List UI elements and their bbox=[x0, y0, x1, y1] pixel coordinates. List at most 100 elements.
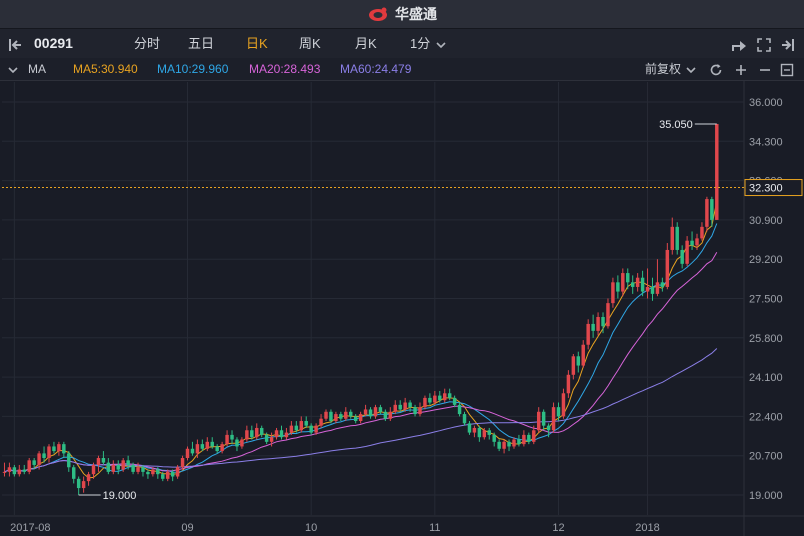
candle-body bbox=[111, 464, 116, 472]
candle-body bbox=[635, 277, 640, 287]
toolbar: 00291 分时 五日 日K 周K 月K 1分 bbox=[0, 29, 804, 59]
candle-body bbox=[121, 460, 125, 470]
tab-one-minute[interactable]: 1分 bbox=[410, 36, 431, 51]
candle-body bbox=[294, 425, 299, 431]
candle-body bbox=[131, 464, 135, 472]
candle-body bbox=[561, 393, 566, 417]
candle-body bbox=[349, 411, 353, 417]
candle-body bbox=[388, 411, 393, 419]
collapse-left-icon[interactable] bbox=[8, 29, 24, 58]
indicator-name[interactable]: MA bbox=[28, 62, 46, 76]
candle-body bbox=[32, 460, 36, 465]
chevron-down-icon[interactable] bbox=[686, 58, 696, 80]
zoom-out-icon[interactable] bbox=[758, 58, 772, 80]
x-tick-label: 10 bbox=[305, 522, 317, 534]
candle-body bbox=[640, 277, 645, 292]
app-title: 华盛通 bbox=[395, 6, 437, 22]
tab-weekly-k[interactable]: 周K bbox=[299, 36, 321, 51]
candle-body bbox=[86, 474, 91, 482]
candle-body bbox=[705, 199, 709, 227]
candle-body bbox=[210, 441, 214, 447]
candle-body bbox=[250, 430, 254, 438]
candle-body bbox=[180, 458, 185, 468]
candle-body bbox=[42, 453, 46, 459]
candle-body bbox=[47, 446, 51, 459]
share-icon[interactable] bbox=[730, 29, 748, 58]
candle-body bbox=[324, 411, 328, 419]
y-tick-label: 20.700 bbox=[749, 451, 783, 463]
candle-body bbox=[57, 444, 61, 452]
tab-five-day[interactable]: 五日 bbox=[188, 36, 215, 51]
candle-body bbox=[423, 397, 427, 408]
candle-body bbox=[670, 226, 675, 250]
candle-body bbox=[497, 441, 501, 449]
candle-body bbox=[175, 467, 180, 477]
candle-body bbox=[715, 123, 719, 220]
chevron-down-icon[interactable] bbox=[436, 29, 446, 58]
candle-body bbox=[586, 323, 590, 345]
collapse-right-icon[interactable] bbox=[779, 29, 795, 58]
candle-body bbox=[96, 458, 101, 465]
candle-body bbox=[259, 427, 264, 435]
candle-body bbox=[334, 414, 338, 422]
candle-body bbox=[136, 467, 140, 472]
candle-body bbox=[611, 282, 615, 304]
candle-body bbox=[566, 374, 571, 394]
candle-body bbox=[299, 421, 304, 431]
candle-body bbox=[512, 439, 516, 447]
y-tick-label: 19.000 bbox=[749, 490, 783, 502]
candle-body bbox=[551, 407, 556, 431]
candle-body bbox=[274, 430, 279, 438]
candle-body bbox=[195, 444, 200, 454]
candle-body bbox=[353, 416, 358, 422]
candle-body bbox=[52, 446, 56, 452]
settings-icon[interactable] bbox=[780, 58, 794, 80]
candle-body bbox=[616, 282, 620, 292]
tab-monthly-k[interactable]: 月K bbox=[355, 36, 377, 51]
candle-body bbox=[621, 273, 625, 292]
x-tick-label: 2017-08 bbox=[10, 522, 50, 534]
candle-body bbox=[532, 430, 536, 442]
kline-chart[interactable]: 36.00034.30032.60030.90029.20027.50025.8… bbox=[0, 81, 804, 536]
tab-daily-k[interactable]: 日K bbox=[246, 36, 268, 51]
candle-body bbox=[7, 467, 12, 472]
candle-body bbox=[665, 249, 670, 287]
candle-body bbox=[309, 425, 313, 433]
refresh-icon[interactable] bbox=[709, 58, 723, 80]
fullscreen-icon[interactable] bbox=[757, 29, 771, 58]
ma60-value: MA60:24.479 bbox=[340, 62, 412, 76]
candle-body bbox=[200, 444, 205, 449]
candle-body bbox=[37, 453, 41, 465]
candle-body bbox=[626, 273, 630, 283]
candle-body bbox=[695, 238, 699, 246]
candle-body bbox=[502, 441, 506, 449]
zoom-in-icon[interactable] bbox=[734, 58, 748, 80]
candle-body bbox=[452, 397, 457, 405]
chart-annotations: 32.300 35.050 19.000 bbox=[2, 119, 803, 502]
candle-body bbox=[383, 411, 388, 419]
chevron-down-icon[interactable] bbox=[8, 58, 18, 80]
x-tick-label: 2018 bbox=[635, 522, 659, 534]
adjust-mode[interactable]: 前复权 bbox=[645, 62, 682, 76]
current-price-box bbox=[744, 179, 803, 197]
candle-body bbox=[690, 240, 694, 246]
candle-body bbox=[418, 407, 422, 415]
huashengtong-logo-icon bbox=[369, 7, 387, 21]
candle-body bbox=[398, 404, 402, 410]
candle-body bbox=[373, 407, 378, 417]
candle-body bbox=[645, 286, 650, 292]
candle-body bbox=[546, 425, 551, 431]
candle-body bbox=[289, 425, 294, 433]
candle-body bbox=[442, 393, 447, 401]
candle-body bbox=[76, 478, 81, 489]
chart-background bbox=[0, 81, 804, 536]
candle-body bbox=[447, 393, 452, 398]
candle-body bbox=[170, 471, 175, 477]
tab-intraday[interactable]: 分时 bbox=[134, 36, 161, 51]
candle-body bbox=[255, 427, 259, 438]
candle-body bbox=[710, 199, 714, 220]
candle-body bbox=[2, 471, 7, 473]
candle-body bbox=[660, 282, 665, 287]
candle-body bbox=[151, 469, 155, 475]
chart-grid bbox=[0, 81, 804, 536]
